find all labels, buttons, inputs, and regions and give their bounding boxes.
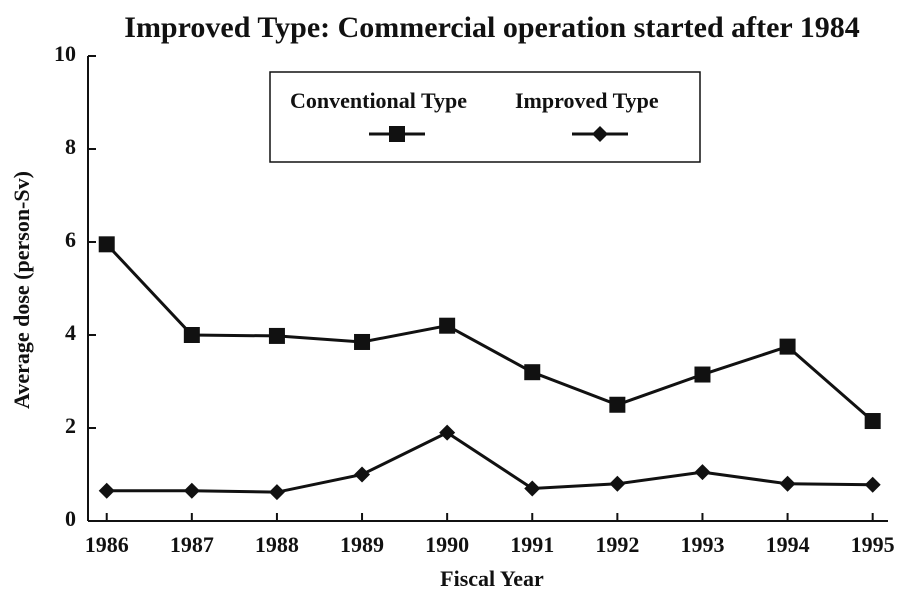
x-tick-label: 1993 [680, 532, 724, 557]
legend-marker [389, 126, 405, 142]
series-line [105, 243, 874, 423]
y-tick-label: 6 [65, 227, 76, 252]
x-tick-label: 1994 [766, 532, 810, 557]
y-tick-label: 10 [54, 41, 76, 66]
data-point [864, 476, 881, 493]
chart-title: Improved Type: Commercial operation star… [124, 11, 859, 44]
data-point [354, 466, 371, 483]
y-tick-label: 4 [65, 320, 76, 345]
x-tick-label: 1988 [255, 532, 299, 557]
x-tick-label: 1990 [425, 532, 469, 557]
x-tick-label: 1991 [510, 532, 554, 557]
data-point [98, 482, 115, 499]
data-point [524, 480, 541, 497]
data-point [268, 327, 285, 344]
legend-label: Improved Type [515, 88, 659, 113]
series-line [106, 430, 873, 494]
data-point [609, 475, 626, 492]
data-point [268, 484, 285, 501]
x-tick-label: 1987 [170, 532, 214, 557]
x-tick-label: 1986 [85, 532, 129, 557]
data-point [524, 364, 541, 381]
x-tick-label: 1995 [851, 532, 895, 557]
x-tick-label: 1992 [595, 532, 639, 557]
y-tick-label: 8 [65, 134, 76, 159]
data-point [439, 317, 456, 334]
y-tick-label: 2 [65, 413, 76, 438]
data-point [183, 482, 200, 499]
data-point [354, 333, 371, 350]
legend-box [269, 71, 701, 163]
x-axis-label: Fiscal Year [440, 566, 544, 591]
data-point [98, 236, 115, 253]
legend-marker [592, 126, 608, 142]
x-tick-label: 1989 [340, 532, 384, 557]
y-axis-label: Average dose (person-Sv) [9, 171, 34, 409]
data-point [609, 396, 626, 413]
data-point [694, 366, 711, 383]
data-point [183, 327, 200, 343]
data-point [864, 413, 881, 430]
data-point [779, 475, 796, 492]
data-point [439, 424, 456, 441]
data-point [694, 464, 711, 481]
data-point [779, 338, 796, 355]
legend-label: Conventional Type [290, 88, 467, 113]
y-tick-label: 0 [65, 506, 76, 531]
